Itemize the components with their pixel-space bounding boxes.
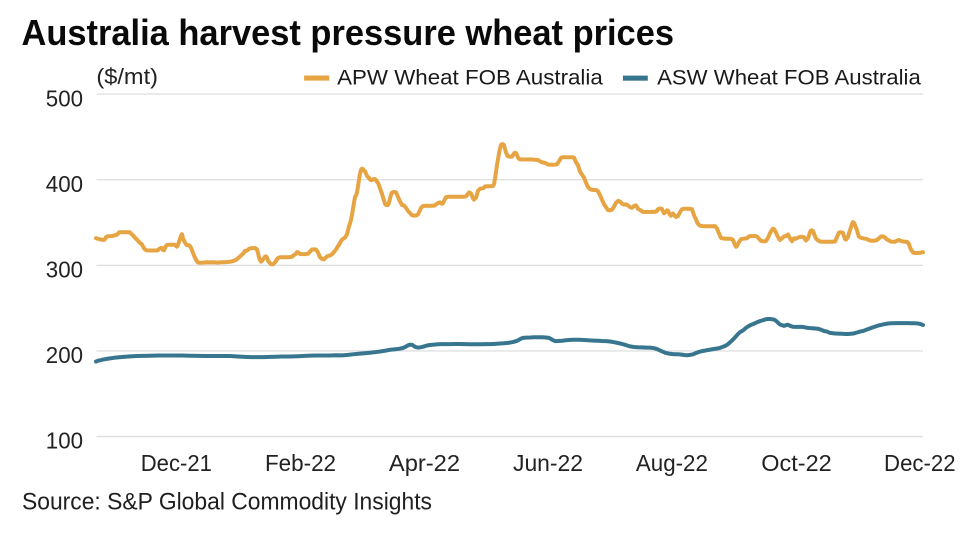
svg-text:Australia harvest pressure whe: Australia harvest pressure wheat prices bbox=[22, 12, 675, 53]
svg-text:Source: S&P Global Commodity I: Source: S&P Global Commodity Insights bbox=[22, 489, 432, 515]
svg-text:Jun-22: Jun-22 bbox=[513, 450, 583, 476]
svg-text:Aug-22: Aug-22 bbox=[636, 450, 708, 476]
svg-text:ASW Wheat FOB Australia: ASW Wheat FOB Australia bbox=[657, 66, 921, 89]
svg-text:300: 300 bbox=[46, 257, 83, 283]
svg-text:Feb-22: Feb-22 bbox=[265, 450, 336, 476]
svg-text:APW Wheat FOB Australia: APW Wheat FOB Australia bbox=[337, 66, 603, 89]
svg-text:($/mt): ($/mt) bbox=[96, 64, 158, 89]
svg-text:400: 400 bbox=[46, 171, 83, 197]
svg-text:100: 100 bbox=[46, 428, 83, 454]
svg-text:500: 500 bbox=[46, 85, 83, 111]
svg-text:200: 200 bbox=[46, 342, 83, 368]
svg-text:Apr-22: Apr-22 bbox=[389, 450, 460, 476]
svg-text:Dec-22: Dec-22 bbox=[884, 450, 956, 476]
svg-text:Dec-21: Dec-21 bbox=[141, 450, 212, 476]
svg-text:Oct-22: Oct-22 bbox=[761, 450, 831, 476]
